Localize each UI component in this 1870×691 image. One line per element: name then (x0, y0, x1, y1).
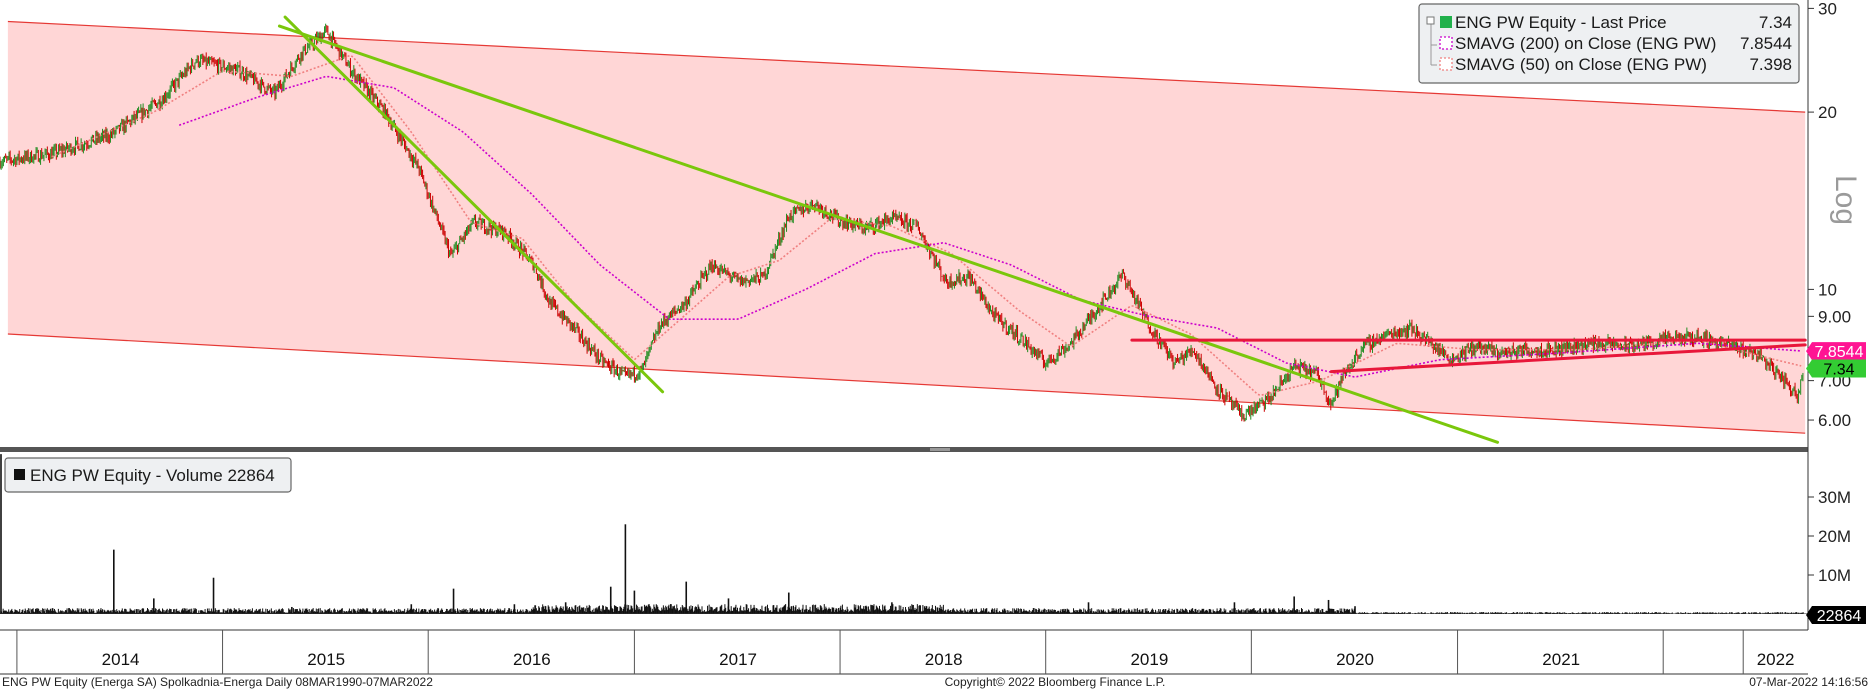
volume-tick-label: 10M (1818, 566, 1851, 585)
year-label: 2018 (925, 650, 963, 669)
regression-channel (7, 21, 1806, 434)
volume-badge-text: 22864 (1817, 608, 1862, 625)
volume-badge: 22864 (1806, 606, 1866, 625)
scale-label: Log (1829, 175, 1862, 225)
year-label: 2015 (307, 650, 345, 669)
volume-strip (0, 614, 1808, 630)
legend-name-sma50: SMAVG (50) on Close (ENG PW) (1455, 55, 1707, 74)
year-labels: 2014 2015 2016 2017 2018 2019 2020 2021 2022 (102, 650, 1795, 669)
legend-swatch-last-price (1440, 16, 1452, 28)
legend-value-last-price: 7.34 (1759, 13, 1792, 32)
year-label: 2022 (1757, 650, 1795, 669)
price-panel (0, 15, 1807, 444)
footer-security: ENG PW Equity (Energa SA) Spolkadnia-Ene… (2, 675, 433, 689)
year-label: 2019 (1130, 650, 1168, 669)
legend-name-sma200: SMAVG (200) on Close (ENG PW) (1455, 34, 1716, 53)
sma-200-line (178, 75, 1802, 378)
footer-timestamp: 07-Mar-2022 14:16:56 (1749, 675, 1868, 689)
sma200-badge: 7.8544 (1806, 342, 1866, 361)
volume-legend[interactable]: ENG PW Equity - Volume 22864 (4, 457, 292, 493)
price-tick-label: 9.00 (1818, 307, 1851, 326)
legend-name-volume: ENG PW Equity - Volume 22864 (30, 466, 275, 485)
year-label: 2017 (719, 650, 757, 669)
price-tick-label: 30 (1818, 0, 1837, 18)
last-price-badge-text: 7.34 (1823, 361, 1854, 378)
year-dividers (16, 630, 1744, 674)
legend-swatch-sma50 (1439, 57, 1453, 71)
last-price-badge: 7.34 (1806, 359, 1866, 378)
volume-axis-ticks: 30M 20M 10M (1808, 488, 1851, 585)
year-label: 2021 (1542, 650, 1580, 669)
volume-tick-label: 20M (1818, 527, 1851, 546)
price-tick-label: 10 (1818, 280, 1837, 299)
trendline-1 (283, 15, 665, 394)
sma-50-line (51, 54, 1802, 397)
price-tick-label: 20 (1818, 103, 1837, 122)
sma200-badge-text: 7.8544 (1815, 344, 1864, 361)
footer-copyright: Copyright© 2022 Bloomberg Finance L.P. (945, 675, 1166, 689)
legend-value-sma50: 7.398 (1749, 55, 1792, 74)
legend-name-last-price: ENG PW Equity - Last Price (1455, 13, 1667, 32)
trendline-2 (277, 24, 1500, 444)
trendlines (277, 15, 1807, 444)
price-legend[interactable]: ENG PW Equity - Last Price 7.34 SMAVG (2… (1418, 3, 1800, 84)
legend-swatch-volume (14, 469, 25, 480)
trendline-4 (1329, 343, 1807, 374)
channel-lower-line (7, 333, 1806, 434)
panel-divider[interactable] (0, 447, 1808, 452)
year-label: 2020 (1336, 650, 1374, 669)
price-tick-label: 6.00 (1818, 411, 1851, 430)
volume-tick-label: 30M (1818, 488, 1851, 507)
year-label: 2016 (513, 650, 551, 669)
legend-value-sma200: 7.8544 (1740, 34, 1792, 53)
panel-divider-handle[interactable] (930, 448, 950, 451)
year-label: 2014 (102, 650, 140, 669)
legend-swatch-sma200 (1439, 36, 1453, 50)
